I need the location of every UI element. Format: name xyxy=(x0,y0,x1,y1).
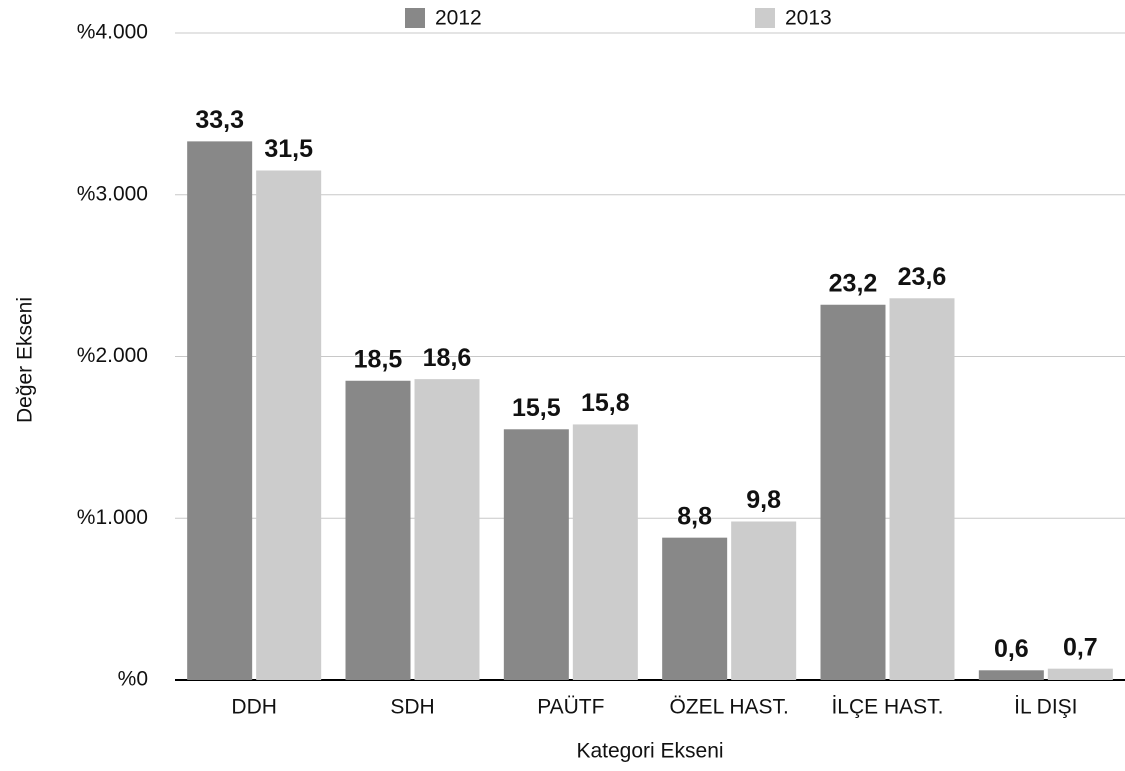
y-tick-label: %4.000 xyxy=(77,21,148,44)
x-tick-label: PAÜTF xyxy=(537,696,604,719)
data-label: 23,6 xyxy=(898,263,947,291)
x-tick-label: ÖZEL HAST. xyxy=(669,696,788,719)
bar xyxy=(820,304,886,680)
legend-swatch xyxy=(405,8,425,28)
data-label: 31,5 xyxy=(264,135,313,163)
x-axis-title: Kategori Ekseni xyxy=(576,740,723,763)
data-label: 0,7 xyxy=(1063,633,1098,661)
bar xyxy=(256,170,322,681)
bar xyxy=(889,298,955,680)
bar xyxy=(731,521,797,680)
data-label: 0,6 xyxy=(994,635,1029,663)
data-label: 15,8 xyxy=(581,389,630,417)
data-label: 15,5 xyxy=(512,394,561,422)
y-axis-title: Değer Ekseni xyxy=(14,297,37,423)
data-label: 18,6 xyxy=(423,344,472,372)
data-label: 33,3 xyxy=(195,106,244,134)
bar xyxy=(503,429,569,680)
bar xyxy=(187,141,253,680)
data-label: 18,5 xyxy=(354,345,403,373)
legend-label: 2012 xyxy=(435,7,482,30)
y-tick-label: %0 xyxy=(118,668,148,691)
bar xyxy=(662,537,728,680)
x-tick-label: SDH xyxy=(390,696,434,719)
data-label: 9,8 xyxy=(746,486,781,514)
bar xyxy=(1047,668,1113,680)
data-label: 23,2 xyxy=(829,269,878,297)
x-tick-label: İLÇE HAST. xyxy=(831,696,943,719)
x-tick-label: DDH xyxy=(231,696,277,719)
legend-swatch xyxy=(755,8,775,28)
data-label: 8,8 xyxy=(677,502,712,530)
legend-label: 2013 xyxy=(785,7,832,30)
y-tick-label: %2.000 xyxy=(77,344,148,367)
y-tick-label: %1.000 xyxy=(77,506,148,529)
bar xyxy=(572,424,638,680)
bar xyxy=(345,380,411,680)
bar xyxy=(414,379,480,680)
y-tick-label: %3.000 xyxy=(77,182,148,205)
x-tick-label: İL DIŞI xyxy=(1014,696,1077,719)
bar xyxy=(978,670,1044,680)
